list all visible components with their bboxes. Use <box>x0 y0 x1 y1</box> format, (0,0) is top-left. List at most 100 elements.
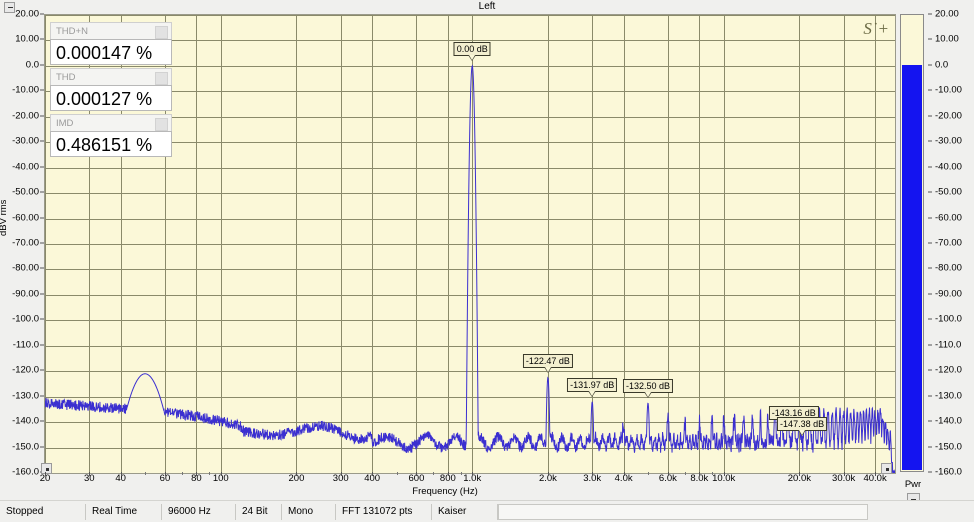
spectrum-trace <box>45 64 895 473</box>
x-axis-origin-handle-icon[interactable] <box>41 463 52 474</box>
measurement-thd-menu-icon[interactable] <box>155 72 168 85</box>
x-tick-label: 400 <box>364 473 381 484</box>
status-message <box>498 503 868 520</box>
y-tick-mark <box>40 318 44 320</box>
gridline-vertical <box>45 15 46 473</box>
status-bar: Stopped Real Time 96000 Hz 24 Bit Mono FFT 13… <box>0 500 974 522</box>
x-tick-label: 40.0k <box>863 473 887 484</box>
x-tick-mark <box>547 472 549 476</box>
gridline-vertical <box>120 15 122 473</box>
data-marker-label[interactable]: -131.97 dB <box>567 377 618 392</box>
y-tick-label-right: -30.00 <box>935 135 962 147</box>
x-tick-mark <box>416 472 418 476</box>
measurement-thd-value: 0.000127 % <box>50 85 172 111</box>
y-axis-options-icon[interactable] <box>4 2 15 13</box>
y-tick-mark <box>40 89 44 91</box>
x-tick-mark-minor <box>712 472 714 475</box>
y-tick-mark <box>40 217 44 219</box>
x-tick-mark <box>723 472 725 476</box>
y-tick-mark-right <box>928 471 932 473</box>
x-tick-label: 30.0k <box>832 473 856 484</box>
y-tick-label: 20.00 <box>15 8 39 20</box>
y-tick-label: -140.0 <box>12 415 39 427</box>
x-tick-mark <box>447 472 449 476</box>
measurement-imd-value: 0.486151 % <box>50 131 172 157</box>
y-tick-mark-right <box>928 395 932 397</box>
y-tick-label: -110.0 <box>12 339 39 351</box>
x-tick-mark <box>472 472 474 476</box>
gridline-vertical <box>667 15 669 473</box>
measurement-thd: THD 0.000127 % <box>50 68 172 111</box>
power-level-meter-fill <box>902 64 922 470</box>
x-axis-title: Frequency (Hz) <box>412 486 478 497</box>
x-axis-end-handle-icon[interactable] <box>881 463 892 474</box>
y-tick-label: -90.00 <box>12 288 39 300</box>
x-tick-label: 6.0k <box>658 473 677 484</box>
status-bit-depth: 24 Bit <box>236 503 282 520</box>
brand-watermark: S˙+ <box>863 19 889 38</box>
y-tick-label-right: -50.00 <box>935 186 962 198</box>
y-tick-mark <box>40 140 44 142</box>
status-mode: Real Time <box>86 503 162 520</box>
gridline-vertical <box>89 15 91 473</box>
y-tick-mark-right <box>928 38 932 40</box>
data-marker-label[interactable]: -147.38 dB <box>777 416 828 431</box>
x-tick-label: 20 <box>39 473 51 484</box>
gridline-vertical <box>623 15 625 473</box>
x-tick-mark <box>164 472 166 476</box>
y-tick-label-right: -40.00 <box>935 161 962 173</box>
y-tick-label-right: 20.00 <box>935 8 959 20</box>
data-marker-arrow-icon <box>543 366 552 373</box>
status-channels: Mono <box>282 503 336 520</box>
gridline-vertical <box>372 15 374 473</box>
y-tick-mark <box>40 267 44 269</box>
measurement-imd-menu-icon[interactable] <box>155 118 168 131</box>
data-marker-label[interactable]: 0.00 dB <box>453 41 491 56</box>
power-level-meter[interactable] <box>900 14 924 472</box>
y-tick-label: -50.00 <box>12 186 39 198</box>
y-tick-label-right: -90.00 <box>935 288 962 300</box>
y-tick-label-right: -130.0 <box>935 390 962 402</box>
y-tick-label: -20.00 <box>12 110 39 122</box>
gridline-horizontal <box>45 193 895 195</box>
spectrum-plot[interactable]: 0.00 dB -122.47 dB -131.97 dB -132.50 dB -14… <box>44 14 896 474</box>
x-tick-mark <box>843 472 845 476</box>
y-tick-label: -120.0 <box>12 364 39 376</box>
x-tick-label: 2.0k <box>538 473 557 484</box>
y-tick-label-right: -100.0 <box>935 313 962 325</box>
data-marker-arrow-icon <box>643 392 652 399</box>
measurement-thdn-menu-icon[interactable] <box>155 26 168 39</box>
gridline-vertical <box>296 15 298 473</box>
y-tick-label-right: -70.00 <box>935 237 962 249</box>
gridline-vertical <box>592 15 594 473</box>
measurement-thd-label: THD <box>50 68 172 85</box>
status-fft-size: FFT 131072 pts <box>336 503 432 520</box>
x-tick-label: 4.0k <box>614 473 633 484</box>
y-tick-mark-right <box>928 242 932 244</box>
x-tick-mark <box>89 472 91 476</box>
y-tick-label: -30.00 <box>12 135 39 147</box>
x-tick-mark <box>372 472 374 476</box>
y-tick-label: -160.0 <box>12 466 39 478</box>
y-tick-mark <box>40 395 44 397</box>
y-tick-label-right: -140.0 <box>935 415 962 427</box>
gridline-horizontal <box>45 244 895 245</box>
gridline-horizontal <box>45 65 895 67</box>
measurement-imd-label: IMD <box>50 114 172 131</box>
power-meter-label: Pwr <box>904 479 922 490</box>
gridline-vertical <box>220 15 222 473</box>
y-tick-mark-right <box>928 166 932 168</box>
y-tick-label-right: -80.00 <box>935 262 962 274</box>
y-tick-label: -80.00 <box>12 262 39 274</box>
x-tick-mark-minor <box>209 472 211 475</box>
gridline-vertical <box>547 15 549 473</box>
gridline-horizontal <box>45 422 895 424</box>
x-tick-label: 3.0k <box>583 473 602 484</box>
data-marker-label[interactable]: -122.47 dB <box>522 353 573 368</box>
gridline-vertical <box>472 15 474 473</box>
y-tick-label-right: -110.0 <box>935 339 962 351</box>
data-marker-label[interactable]: -132.50 dB <box>622 379 674 394</box>
gridline-horizontal <box>45 345 895 347</box>
window-title: Left <box>0 0 974 13</box>
